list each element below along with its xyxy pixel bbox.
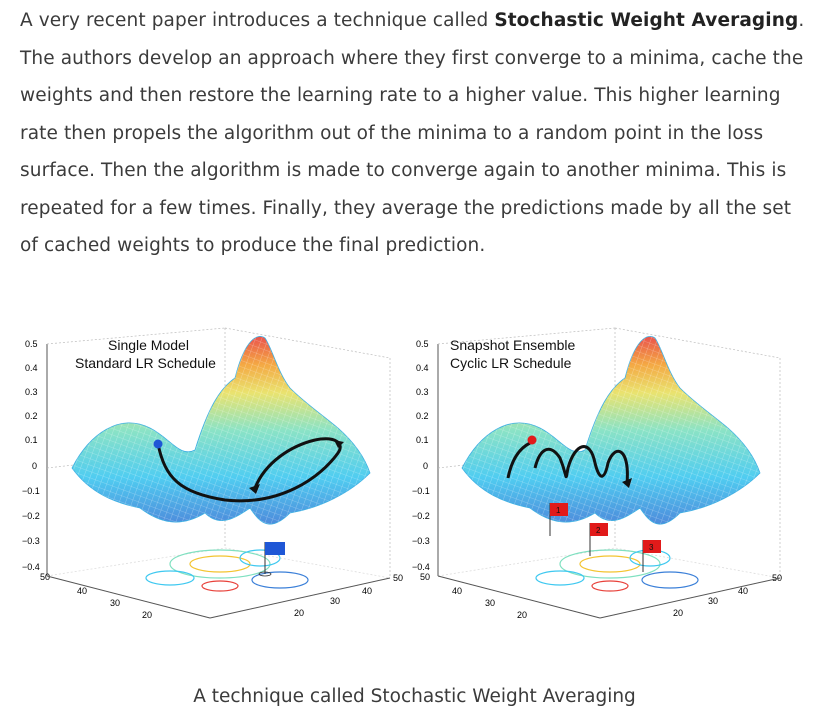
svg-text:1: 1 [556,506,561,515]
svg-text:20: 20 [142,610,152,620]
svg-text:−0.1: −0.1 [412,486,430,496]
article-paragraph: A very recent paper introduces a techniq… [20,2,812,265]
svg-text:−0.2: −0.2 [412,511,430,521]
red-flag-2-icon: 2 [589,523,608,556]
svg-text:0.2: 0.2 [25,411,38,421]
svg-text:0.4: 0.4 [25,363,38,373]
svg-text:0: 0 [423,461,428,471]
svg-text:40: 40 [452,586,462,596]
left-title-line2: Standard LR Schedule [75,355,216,371]
technique-name: Stochastic Weight Averaging [494,10,799,31]
svg-text:20: 20 [673,608,683,618]
svg-text:0.5: 0.5 [416,339,429,349]
svg-text:30: 30 [708,596,718,606]
left-optimization-path [156,437,342,503]
svg-text:−0.4: −0.4 [22,562,40,572]
svg-text:40: 40 [362,586,372,596]
svg-text:0.3: 0.3 [25,387,38,397]
right-title-line2: Cyclic LR Schedule [450,355,572,371]
svg-text:50: 50 [393,573,403,583]
paragraph-text-before: A very recent paper introduces a techniq… [20,10,495,31]
svg-text:50: 50 [772,573,782,583]
left-contours [145,549,309,592]
svg-text:0.1: 0.1 [25,435,38,445]
right-optimization-path [506,441,629,484]
right-contours [535,549,699,592]
svg-text:−0.3: −0.3 [412,536,430,546]
right-panel: 0.5 0.4 0.3 0.2 0.1 0 −0.1 −0.2 −0.3 −0.… [412,327,782,620]
left-start-point [153,439,163,449]
svg-text:30: 30 [110,598,120,608]
svg-text:50: 50 [420,572,430,582]
svg-text:0: 0 [32,461,37,471]
red-flag-1-icon: 1 [549,503,568,536]
right-floor-ticks: 50 40 30 20 20 30 40 50 [420,572,782,620]
svg-text:30: 30 [330,596,340,606]
svg-text:0.1: 0.1 [416,435,429,445]
figure-svg: 0.5 0.4 0.3 0.2 0.1 0 −0.1 −0.2 −0.3 −0.… [22,327,782,620]
svg-text:0.2: 0.2 [416,411,429,421]
svg-text:30: 30 [485,598,495,608]
right-start-point [527,435,537,445]
left-z-ticks: 0.5 0.4 0.3 0.2 0.1 0 −0.1 −0.2 −0.3 −0.… [22,339,40,572]
figure-caption: A technique called Stochastic Weight Ave… [193,686,636,707]
svg-text:−0.2: −0.2 [22,511,40,521]
right-z-ticks: 0.5 0.4 0.3 0.2 0.1 0 −0.1 −0.2 −0.3 −0.… [412,339,430,572]
svg-text:20: 20 [294,608,304,618]
svg-text:20: 20 [517,610,527,620]
svg-text:50: 50 [40,572,50,582]
svg-text:−0.3: −0.3 [22,536,40,546]
svg-text:0.4: 0.4 [416,363,429,373]
right-title-line1: Snapshot Ensemble [450,337,576,353]
left-title-line1: Single Model [108,337,189,353]
svg-text:0.5: 0.5 [25,339,38,349]
svg-text:40: 40 [738,586,748,596]
svg-text:3: 3 [649,543,654,552]
left-floor-ticks: 50 40 30 20 20 30 40 50 [40,572,403,620]
svg-text:2: 2 [596,526,601,535]
red-flag-3-icon: 3 [642,540,661,572]
svg-text:−0.4: −0.4 [412,562,430,572]
svg-text:0.3: 0.3 [416,387,429,397]
svg-text:−0.1: −0.1 [22,486,40,496]
blue-flag-icon [258,542,285,577]
left-panel: 0.5 0.4 0.3 0.2 0.1 0 −0.1 −0.2 −0.3 −0.… [22,327,403,620]
svg-text:40: 40 [77,586,87,596]
paragraph-text-after: . The authors develop an approach where … [20,10,805,256]
swa-figure: 0.5 0.4 0.3 0.2 0.1 0 −0.1 −0.2 −0.3 −0.… [20,318,810,646]
